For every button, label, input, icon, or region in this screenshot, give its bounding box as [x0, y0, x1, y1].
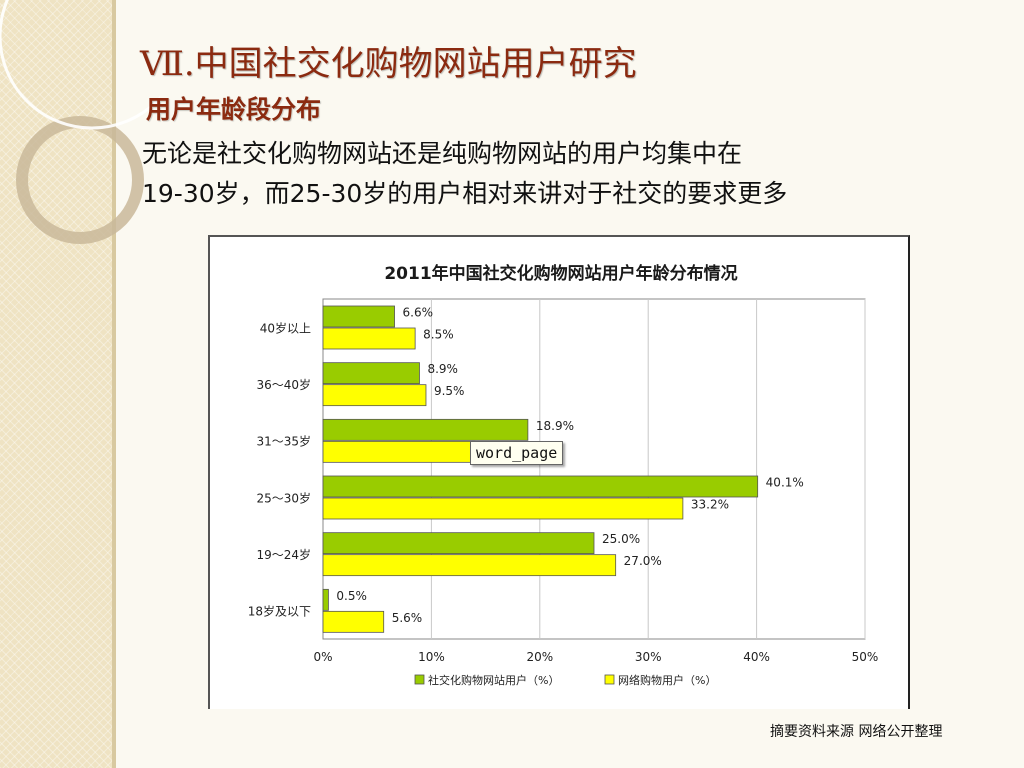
bar	[322, 610, 385, 633]
data-label: 25.0%	[602, 532, 640, 546]
bar	[322, 554, 617, 577]
x-tick-label: 10%	[418, 650, 445, 664]
data-label: 6.6%	[403, 306, 434, 320]
category-label: 31～35岁	[256, 434, 311, 449]
data-label: 33.2%	[691, 498, 729, 512]
chart-title: 2011年中国社交化购物网站用户年龄分布情况	[384, 263, 737, 284]
data-label: 9.5%	[434, 384, 465, 398]
decorative-rings	[0, 0, 160, 244]
bar	[322, 305, 395, 328]
data-label: 8.9%	[427, 362, 458, 376]
bar	[322, 418, 529, 441]
category-label: 18岁及以下	[248, 604, 311, 619]
source-note: 摘要资料来源 网络公开整理	[770, 724, 943, 740]
chart-frame: 2011年中国社交化购物网站用户年龄分布情况 0% 10% 20% 30% 40% 50%…	[208, 235, 910, 709]
legend-label: 网络购物用户（%）	[618, 673, 716, 687]
plot-area	[322, 298, 866, 640]
bar	[322, 588, 329, 611]
bar	[322, 475, 759, 498]
data-label: 18.9%	[536, 419, 574, 433]
summary-line-1: 无论是社交化购物网站还是纯购物网站的用户均集中在	[142, 139, 743, 168]
section-subtitle: 用户年龄段分布	[146, 95, 322, 124]
word-page-tooltip: word_page	[470, 441, 564, 465]
legend-label: 社交化购物网站用户（%）	[428, 673, 559, 687]
bar	[322, 327, 416, 350]
bar	[322, 497, 684, 520]
data-label: 0.5%	[336, 589, 367, 603]
category-label: 40岁以上	[260, 320, 311, 335]
page-title: Ⅶ.中国社交化购物网站用户研究	[140, 44, 637, 84]
category-label: 19～24岁	[256, 547, 311, 562]
x-tick-label: 40%	[743, 650, 770, 664]
side-strip-edge	[112, 0, 116, 768]
data-label: 5.6%	[392, 611, 423, 625]
legend-swatch	[414, 674, 425, 685]
category-label: 25～30岁	[256, 490, 311, 505]
summary-text: 无论是社交化购物网站还是纯购物网站的用户均集中在 19-30岁，而25-30岁的…	[142, 134, 1002, 214]
x-tick-label: 50%	[852, 650, 879, 664]
bar	[322, 362, 420, 385]
bar	[322, 440, 476, 463]
data-label: 40.1%	[766, 476, 804, 490]
legend-swatch	[604, 674, 615, 685]
x-tick-label: 0%	[313, 650, 332, 664]
bar	[322, 532, 595, 555]
data-label: 8.5%	[423, 328, 454, 342]
summary-line-2: 19-30岁，而25-30岁的用户相对来讲对于社交的要求更多	[142, 179, 788, 208]
x-tick-label: 30%	[635, 650, 662, 664]
bar	[322, 384, 427, 407]
x-tick-label: 20%	[526, 650, 553, 664]
age-distribution-chart: 2011年中国社交化购物网站用户年龄分布情况 0% 10% 20% 30% 40% 50%…	[248, 263, 879, 687]
category-label: 36～40岁	[256, 377, 311, 392]
data-label: 27.0%	[624, 554, 662, 568]
